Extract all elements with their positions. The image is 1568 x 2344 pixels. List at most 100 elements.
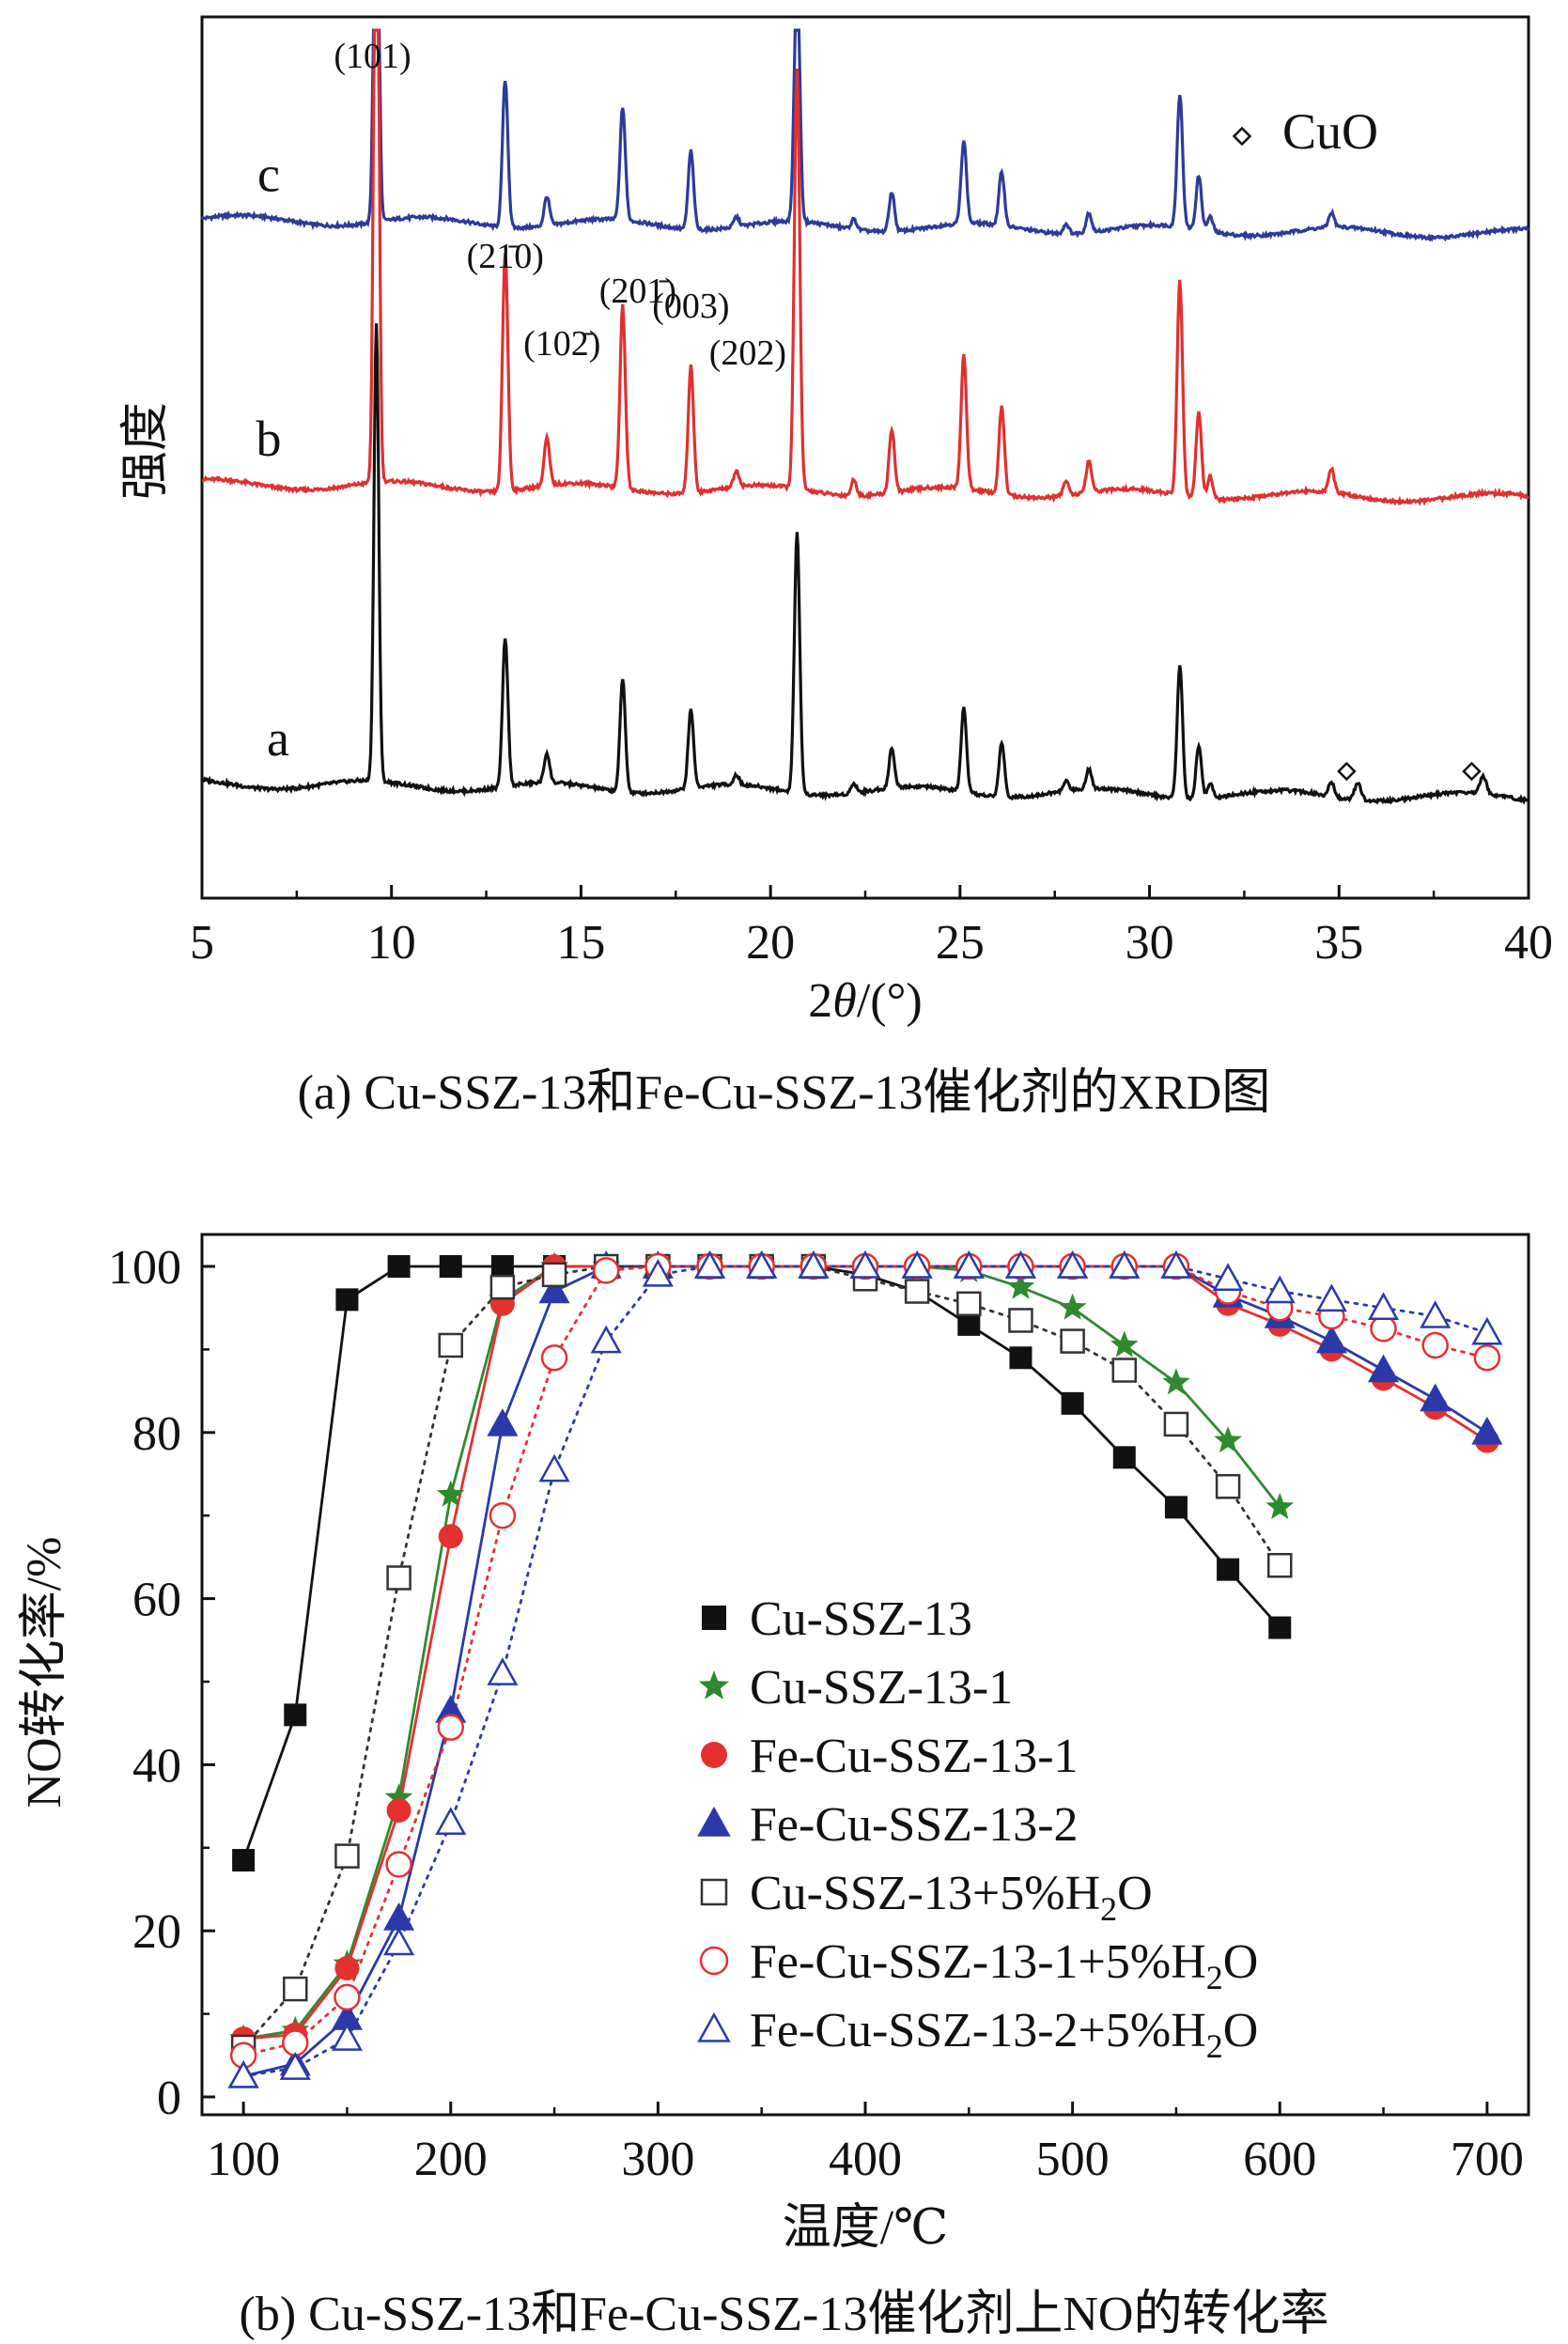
data-point-4 [541,1262,567,1288]
data-point-3 [1420,1383,1452,1412]
cuo-peak-marker [1337,761,1357,782]
xrd-x-axis-label: 2θ/(°) [808,974,922,1028]
data-point-3 [1471,1416,1503,1445]
xrd-x-tick-label: 30 [1126,916,1174,970]
data-point-6 [1057,1250,1089,1279]
data-point-4 [1008,1308,1033,1333]
data-point-6 [642,1258,674,1287]
xrd-panel: 5 10 15 20 25 30 35 40 c b a (101) (21̄0) (102̄) (20… [119,15,1553,1028]
legend-label-3: Fe-Cu-SSZ-13-2 [750,1798,1079,1852]
data-point-6 [901,1250,933,1279]
data-point-6 [1368,1292,1400,1320]
xrd-y-axis-label: 强度 [119,402,173,500]
data-point-1 [1006,1272,1035,1299]
cuo-legend-label: CuO [1282,103,1378,160]
data-point-4 [956,1291,982,1317]
data-point-6 [1264,1275,1296,1304]
data-point-6 [1004,1250,1036,1279]
xrd-x-tick-label: 5 [190,916,214,970]
data-point-1 [436,1480,465,1507]
legend-label-0: Cu-SSZ-13 [750,1592,972,1646]
xrd-x-tick-label: 25 [936,916,985,970]
data-point-0 [1164,1496,1188,1519]
data-point-6 [798,1250,830,1279]
xrd-curve-label-c: c [257,147,280,203]
xrd-curve-label-a: a [267,710,289,767]
conversion-x-tick-label: 100 [207,2133,280,2186]
xrd-x-tick-label: 40 [1504,916,1553,970]
xrd-x-tick-label: 10 [367,916,416,970]
data-point-1 [1162,1368,1190,1395]
data-point-0 [1268,1616,1292,1639]
data-point-5 [1421,1331,1449,1359]
conversion-y-axis-label: NO转化率/% [18,1537,71,1808]
data-point-4 [283,1976,308,2002]
legend-label-6: Fe-Cu-SSZ-13-2+5%H2O [750,2004,1258,2065]
data-point-2 [386,1798,411,1824]
data-point-0 [490,1255,514,1278]
data-point-0 [1009,1346,1032,1370]
data-point-6 [849,1250,881,1279]
data-point-0 [232,1849,256,1872]
data-point-6 [538,1453,570,1482]
xrd-curve-c [200,28,1530,242]
data-point-6 [383,1927,415,1956]
data-point-4 [438,1332,463,1358]
data-point-4 [904,1279,930,1304]
conversion-y-tick-label: 20 [132,1905,181,1959]
data-point-1 [1265,1492,1295,1519]
data-point-4 [1215,1474,1241,1499]
data-point-3 [383,1902,415,1931]
data-point-3 [538,1275,570,1304]
data-point-6 [590,1325,622,1354]
data-point-6 [1160,1250,1192,1279]
data-point-6 [1212,1263,1244,1292]
data-point-4 [1060,1328,1085,1354]
legend-marker-1 [698,1670,730,1700]
xrd-x-tick-label: 15 [556,916,605,970]
data-point-6 [953,1250,985,1279]
xrd-x-tick-label: 35 [1314,916,1363,970]
data-point-4 [386,1565,411,1591]
conversion-x-axis-label: 温度/℃ [783,2201,949,2255]
xrd-peak-label: (102̄) [523,324,600,364]
data-point-6 [1109,1250,1141,1279]
conversion-x-tick-label: 400 [829,2133,902,2186]
data-point-1 [1110,1330,1139,1358]
legend-marker-4 [700,1878,728,1906]
data-point-4 [489,1274,516,1300]
conversion-y-tick-label: 60 [132,1574,181,1627]
figure-caption-a: (a) Cu-SSZ-13和Fe-Cu-SSZ-13催化剂的XRD图 [297,1066,1271,1120]
cuo-peak-marker [1462,761,1482,782]
data-point-5 [437,1714,464,1741]
data-point-6 [694,1250,726,1279]
xrd-peak-label: (003) [652,287,729,326]
data-point-5 [1370,1315,1397,1343]
data-point-5 [334,1983,361,2011]
data-point-0 [335,1288,359,1312]
data-point-1 [384,1783,413,1810]
legend-marker-2 [701,1742,727,1768]
data-point-6 [435,1807,467,1836]
data-point-5 [592,1257,620,1284]
data-point-5 [385,1851,412,1878]
data-point-0 [1061,1391,1084,1415]
legend-label-4: Cu-SSZ-13+5%H2O [750,1867,1153,1928]
data-point-4 [1163,1411,1189,1437]
data-point-6 [1315,1283,1347,1312]
conversion-y-tick-label: 40 [132,1739,181,1793]
data-point-0 [1112,1446,1136,1469]
conversion-y-tick-label: 100 [108,1241,181,1295]
data-point-5 [489,1501,517,1529]
data-point-1 [1214,1426,1242,1453]
legend-label-2: Fe-Cu-SSZ-13-1 [750,1730,1079,1783]
data-point-6 [1420,1300,1452,1328]
conversion-x-tick-label: 500 [1036,2133,1110,2186]
conversion-y-tick-label: 0 [157,2072,181,2125]
figure-caption-b: (b) Cu-SSZ-13和Fe-Cu-SSZ-13催化剂上NO的转化率 [239,2288,1329,2341]
cuo-legend-marker [1232,126,1252,147]
cuo-legend: CuO [1232,103,1378,160]
xrd-curve-b [201,28,1529,506]
data-point-4 [334,1843,360,1869]
